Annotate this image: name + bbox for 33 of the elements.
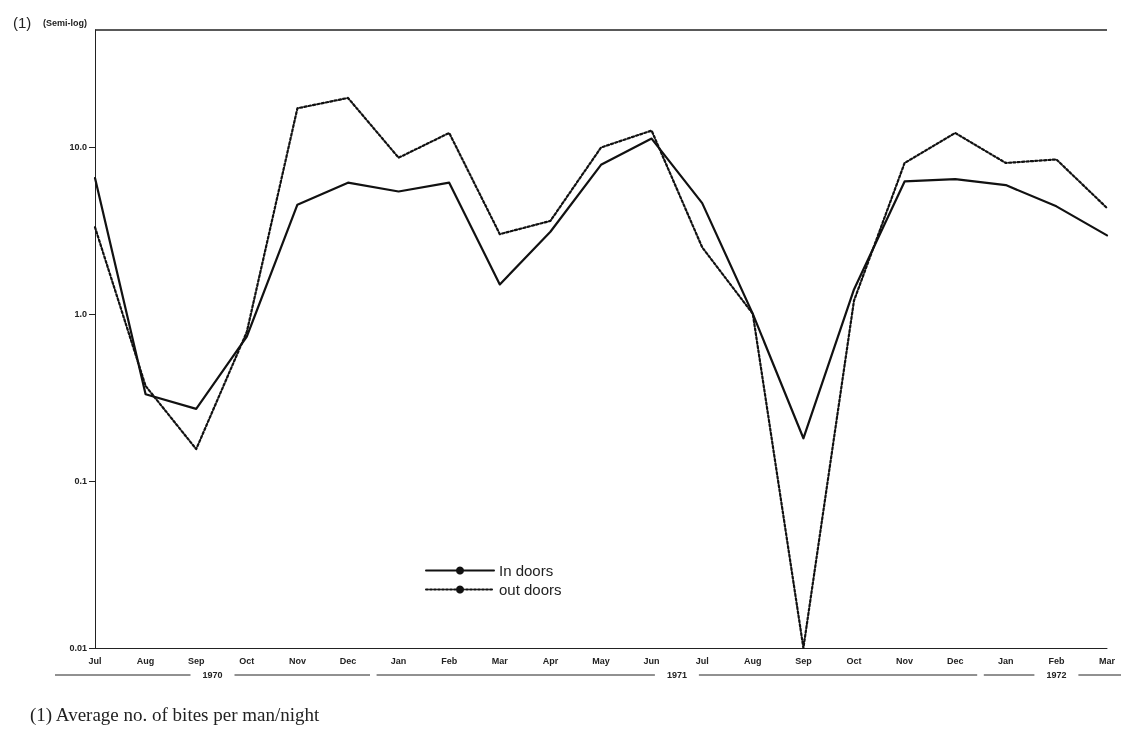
x-tick-label: Jul <box>695 655 709 666</box>
text: (1) Average no. of bites per man/night <box>30 704 321 726</box>
x-tick-label: Aug <box>744 655 762 666</box>
x-tick-label: Mar <box>1098 655 1116 666</box>
x-tick-label: Feb <box>1048 655 1065 666</box>
chart-title: (1) <box>13 14 32 31</box>
x-tick-label: Oct <box>846 655 862 666</box>
x-tick-label: Dec <box>946 655 964 666</box>
legend-label: out doors <box>499 581 562 598</box>
x-tick-label: Apr <box>542 655 559 666</box>
x-tick-label: Dec <box>339 655 357 666</box>
text: 1972 <box>1046 670 1067 680</box>
x-tick-label: Nov <box>288 655 306 666</box>
text: 1971 <box>666 670 687 680</box>
x-tick-label: Feb <box>441 655 458 666</box>
x-tick-label: Jan <box>998 655 1014 666</box>
text: 1970 <box>202 670 223 680</box>
x-tick-label: Jun <box>643 655 660 666</box>
x-tick-label: Nov <box>896 655 914 666</box>
y-tick-label: 10.0 <box>69 141 87 152</box>
x-tick-label: Sep <box>795 655 813 666</box>
chart-subtitle: (Semi-log) <box>43 17 87 28</box>
y-tick-label: 0.01 <box>69 643 87 653</box>
legend-label: In doors <box>499 562 554 579</box>
x-tick-label: Aug <box>136 655 155 666</box>
x-tick-label: Jul <box>88 655 102 666</box>
x-tick-label: May <box>592 655 610 666</box>
x-tick-label: Mar <box>491 655 509 666</box>
x-tick-label: Jan <box>390 655 407 666</box>
x-tick-label: Oct <box>239 655 255 666</box>
x-tick-label: Sep <box>187 655 205 666</box>
y-tick-label: 0.1 <box>74 475 87 486</box>
y-tick-label: 1.0 <box>74 308 87 319</box>
